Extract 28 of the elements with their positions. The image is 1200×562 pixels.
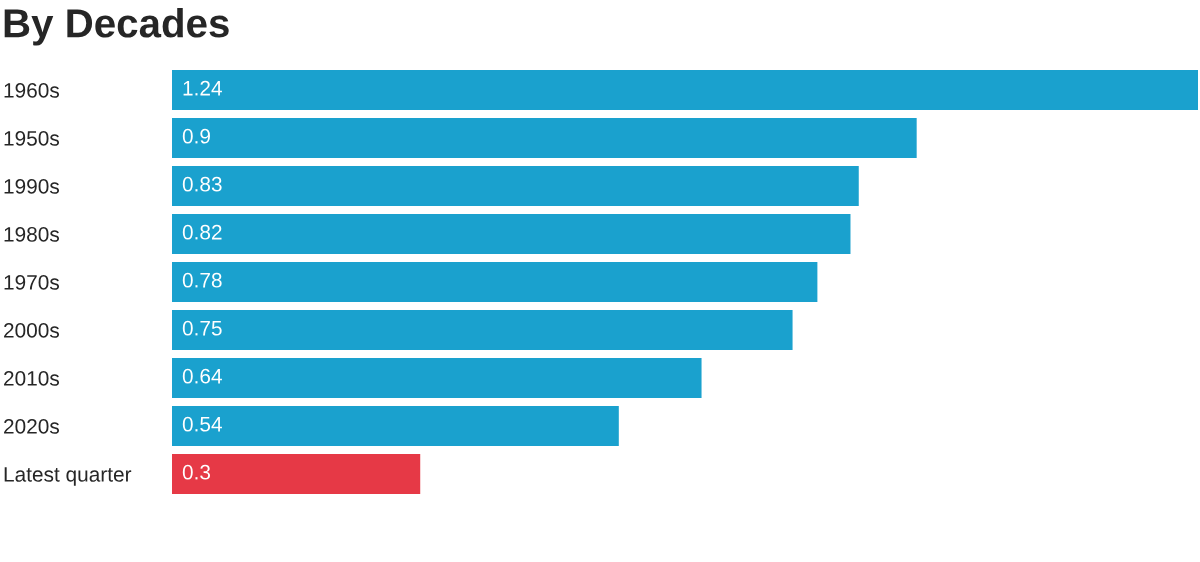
data-label: 0.54 bbox=[182, 416, 222, 432]
chart-title: By Decades bbox=[4, 8, 229, 46]
data-label: 0.9 bbox=[182, 128, 210, 144]
bar bbox=[172, 358, 702, 398]
y-tick-label: 1990s bbox=[4, 179, 60, 194]
bar bbox=[172, 214, 851, 254]
y-tick-label: 1950s bbox=[4, 131, 60, 146]
y-tick-label: 2000s bbox=[4, 323, 60, 338]
bar bbox=[172, 166, 859, 206]
y-tick-label: Latest quarter bbox=[4, 467, 132, 486]
bar bbox=[172, 406, 619, 446]
y-tick-label: 2010s bbox=[4, 371, 60, 386]
bar bbox=[172, 454, 421, 494]
y-tick-label: 2020s bbox=[4, 419, 60, 434]
data-label: 0.75 bbox=[182, 320, 222, 336]
bar bbox=[172, 118, 917, 158]
y-tick-label: 1980s bbox=[4, 227, 60, 242]
bar bbox=[172, 310, 793, 350]
data-label: 0.64 bbox=[182, 368, 222, 384]
data-label: 0.83 bbox=[182, 176, 222, 192]
y-tick-label: 1960s bbox=[4, 83, 60, 98]
bar bbox=[172, 70, 1198, 110]
data-label: 0.3 bbox=[182, 464, 211, 480]
data-label: 0.82 bbox=[182, 224, 222, 240]
data-label: 0.78 bbox=[182, 272, 222, 288]
y-tick-label: 1970s bbox=[4, 275, 60, 290]
data-label: 1.24 bbox=[183, 80, 222, 96]
bar bbox=[172, 262, 818, 302]
